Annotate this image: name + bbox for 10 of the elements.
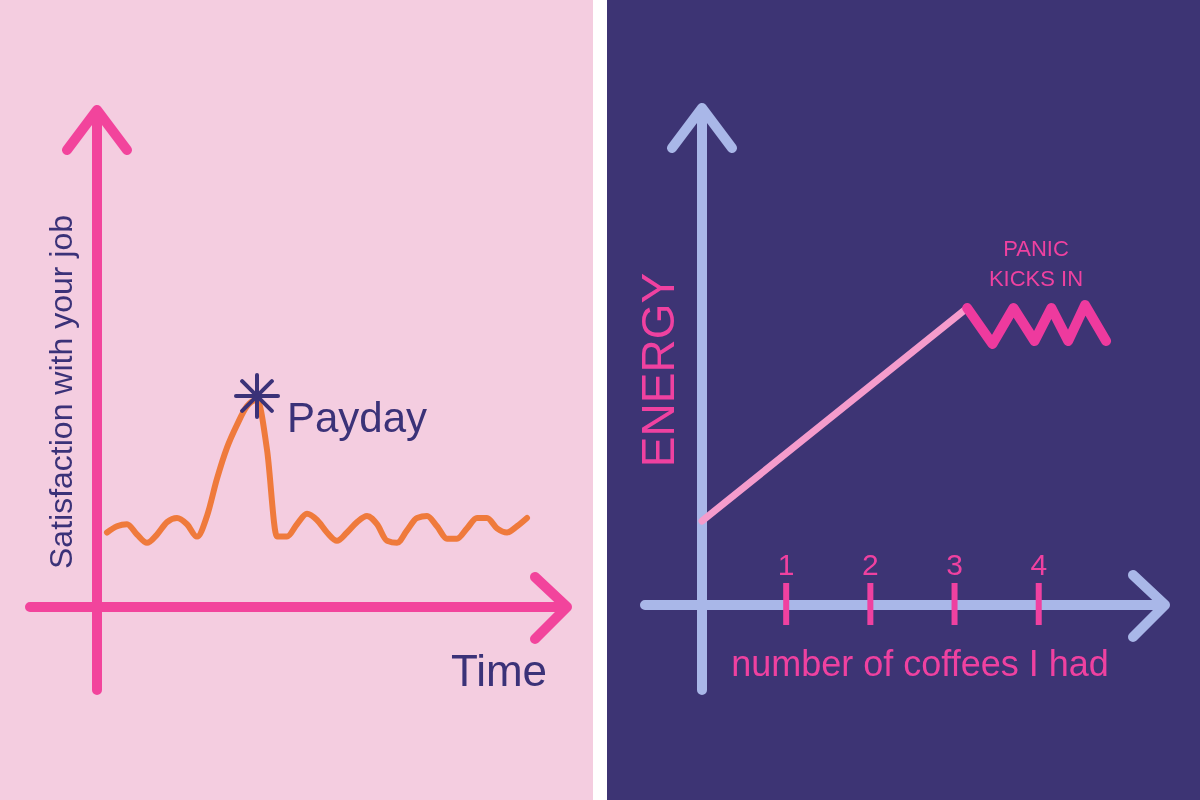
y-axis-title: ENERGY <box>632 272 684 468</box>
x-tick-label: 1 <box>777 548 795 581</box>
x-tick-label: 3 <box>946 548 963 581</box>
x-axis-title: number of coffees I had <box>731 643 1109 684</box>
text: PANIC KICKS IN <box>988 236 1084 291</box>
x-axis-title: Time <box>450 646 548 695</box>
annotation: Payday <box>287 394 428 441</box>
x-tick-label: 2 <box>862 548 879 581</box>
x-tick-label: 4 <box>1030 548 1048 581</box>
y-axis-title: Satisfaction with your job <box>43 215 79 569</box>
